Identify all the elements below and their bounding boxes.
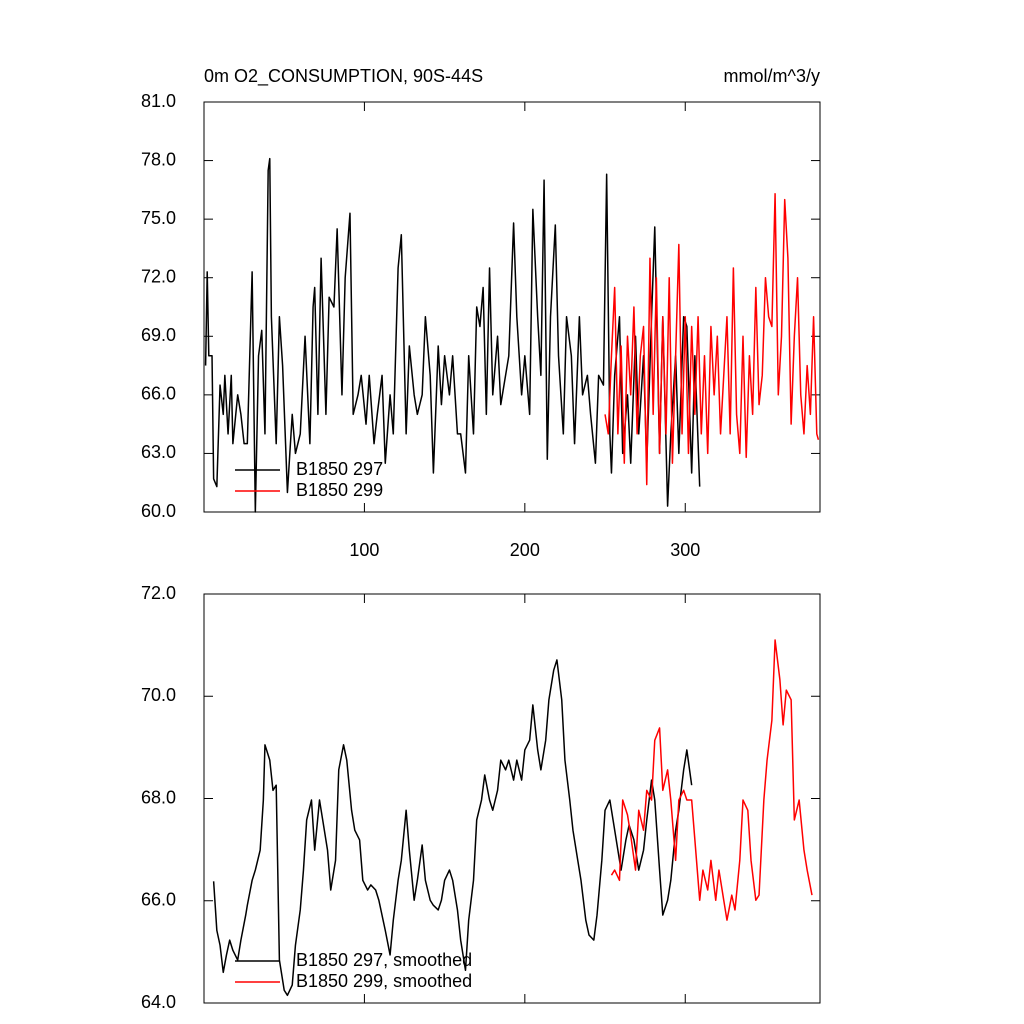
y-tick-label: 72.0 bbox=[141, 266, 176, 286]
series-line bbox=[610, 639, 813, 921]
y-tick-label: 64.0 bbox=[141, 992, 176, 1012]
legend-label: B1850 297, smoothed bbox=[296, 950, 472, 970]
y-tick-label: 63.0 bbox=[141, 442, 176, 462]
y-tick-label: 72.0 bbox=[141, 583, 176, 603]
y-tick-label: 75.0 bbox=[141, 208, 176, 228]
x-tick-label: 100 bbox=[349, 540, 379, 560]
y-tick-label: 78.0 bbox=[141, 149, 176, 169]
x-tick-label: 300 bbox=[670, 540, 700, 560]
legend-label: B1850 297 bbox=[296, 459, 383, 479]
chart-title: 0m O2_CONSUMPTION, 90S-44S bbox=[204, 66, 483, 87]
y-tick-label: 69.0 bbox=[141, 325, 176, 345]
y-tick-label: 66.0 bbox=[141, 384, 176, 404]
y-tick-label: 70.0 bbox=[141, 685, 176, 705]
legend-label: B1850 299 bbox=[296, 480, 383, 500]
series-line bbox=[204, 157, 701, 513]
plot-frame bbox=[203, 101, 821, 513]
x-tick-label: 200 bbox=[510, 540, 540, 560]
series-line bbox=[604, 193, 820, 486]
units-label: mmol/m^3/y bbox=[724, 66, 820, 86]
y-tick-label: 66.0 bbox=[141, 890, 176, 910]
y-tick-label: 68.0 bbox=[141, 787, 176, 807]
legend-label: B1850 299, smoothed bbox=[296, 971, 472, 991]
series-line bbox=[212, 659, 693, 997]
y-tick-label: 81.0 bbox=[141, 91, 176, 111]
y-tick-label: 60.0 bbox=[141, 501, 176, 521]
